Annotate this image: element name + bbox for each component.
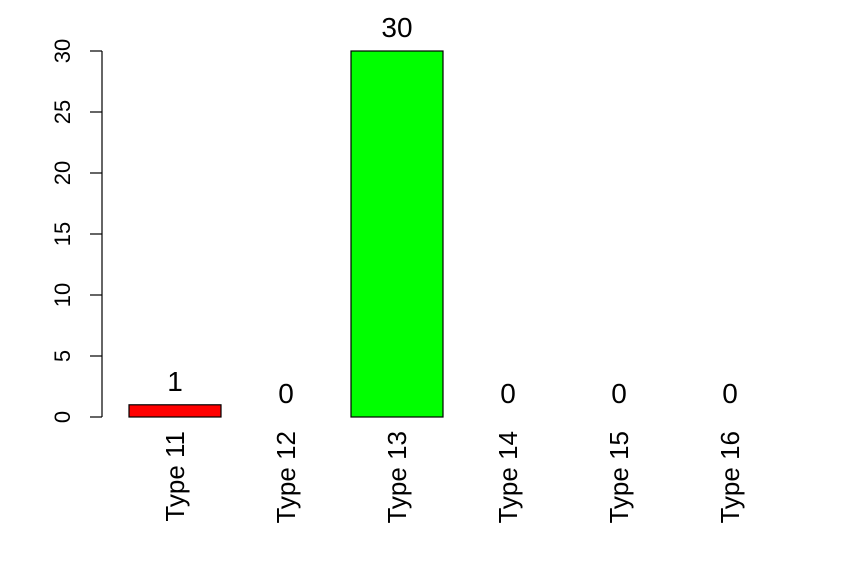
x-category-label: Type 16: [715, 431, 745, 524]
y-tick-label: 10: [50, 283, 75, 307]
y-tick-label: 20: [50, 161, 75, 185]
data-label: 0: [611, 378, 627, 409]
x-category-label: Type 12: [271, 431, 301, 524]
bars: [128, 50, 444, 418]
bar-type-13: [350, 50, 444, 418]
x-category-label: Type 11: [160, 431, 190, 522]
data-label: 30: [381, 12, 412, 43]
y-tick-label: 0: [50, 411, 75, 423]
data-label: 0: [278, 378, 294, 409]
x-category-label: Type 14: [493, 431, 523, 524]
y-axis: 0 5 10 15 20 25 30: [50, 39, 103, 423]
data-labels: 1 0 30 0 0 0: [167, 12, 738, 409]
x-category-label: Type 15: [604, 431, 634, 524]
x-axis-labels: Type 11 Type 12 Type 13 Type 14 Type 15 Type …: [160, 431, 745, 524]
y-tick-label: 30: [50, 39, 75, 63]
bar-type-11: [128, 404, 222, 418]
data-label: 0: [500, 378, 516, 409]
data-label: 0: [722, 378, 738, 409]
data-label: 1: [167, 366, 183, 397]
y-tick-label: 25: [50, 100, 75, 124]
y-tick-label: 5: [50, 350, 75, 362]
y-tick-label: 15: [50, 222, 75, 246]
x-category-label: Type 13: [382, 431, 412, 524]
